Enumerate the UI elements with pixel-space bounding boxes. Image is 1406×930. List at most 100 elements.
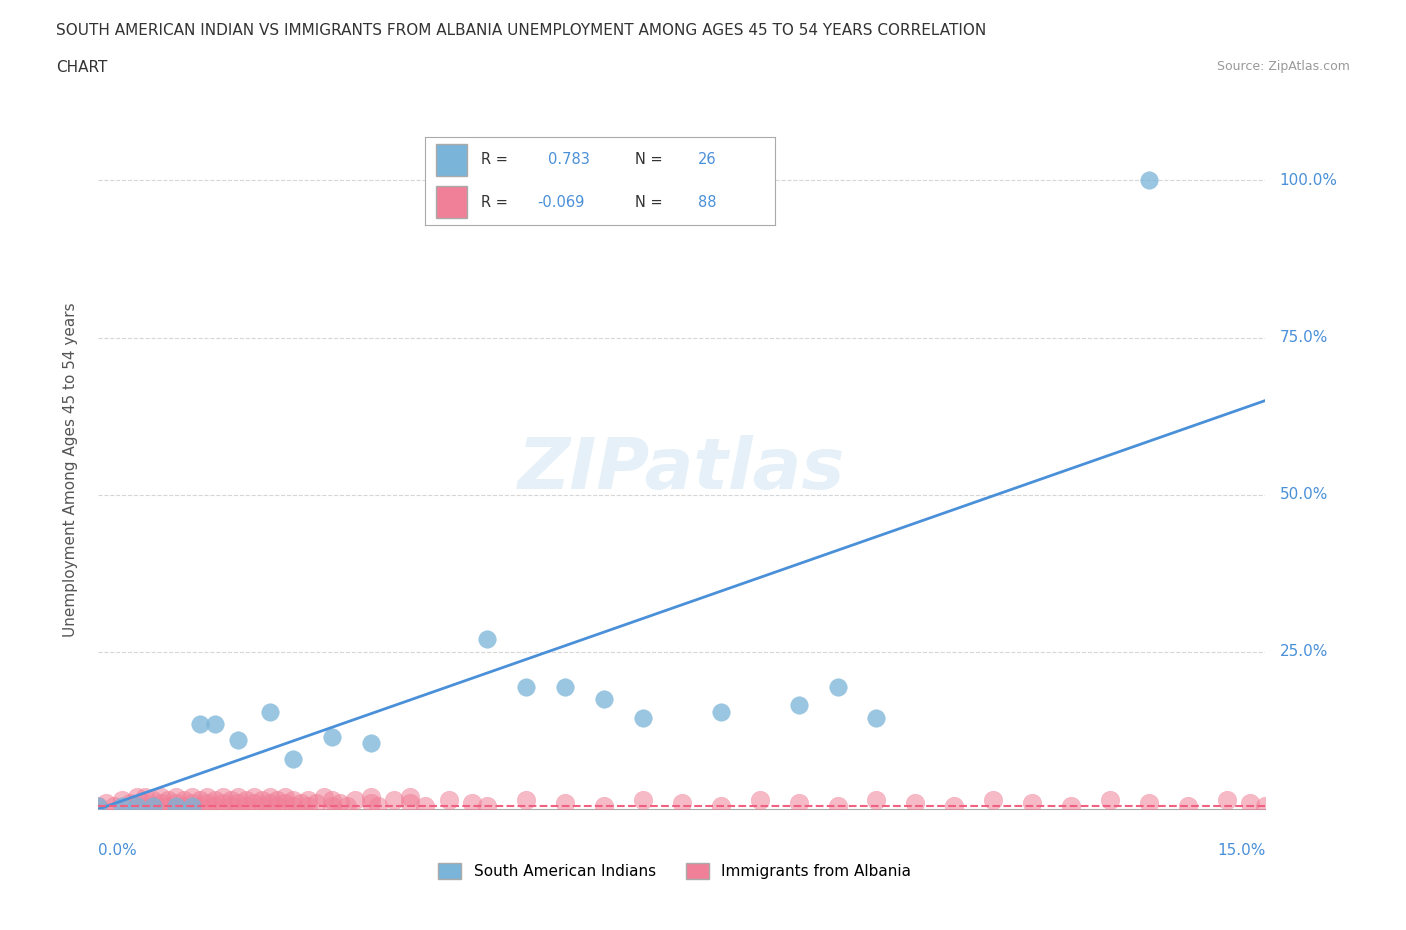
Point xyxy=(671,795,693,810)
Point xyxy=(329,795,352,810)
Point xyxy=(297,799,319,814)
Point xyxy=(180,799,202,814)
Point xyxy=(1177,799,1199,814)
Point xyxy=(195,789,218,804)
Point xyxy=(593,799,616,814)
Point xyxy=(477,799,499,814)
Point xyxy=(235,792,257,807)
Point xyxy=(195,795,218,810)
Point xyxy=(1021,795,1043,810)
Text: Source: ZipAtlas.com: Source: ZipAtlas.com xyxy=(1216,60,1350,73)
Point xyxy=(103,799,125,814)
Point xyxy=(212,795,235,810)
Point xyxy=(281,751,304,766)
Point xyxy=(219,799,242,814)
Point xyxy=(461,795,484,810)
Point xyxy=(127,799,149,814)
Point xyxy=(243,795,266,810)
Point xyxy=(360,736,382,751)
Point xyxy=(554,679,576,694)
Point xyxy=(360,789,382,804)
Point xyxy=(149,789,172,804)
Point xyxy=(1137,173,1160,188)
Point xyxy=(157,792,180,807)
Point xyxy=(259,795,281,810)
Point xyxy=(1254,799,1277,814)
Point xyxy=(250,792,273,807)
Point xyxy=(149,795,172,810)
Point xyxy=(281,792,304,807)
Point xyxy=(180,789,202,804)
Point xyxy=(228,789,250,804)
Point xyxy=(865,792,887,807)
Y-axis label: Unemployment Among Ages 45 to 54 years: Unemployment Among Ages 45 to 54 years xyxy=(63,302,77,637)
Text: ZIPatlas: ZIPatlas xyxy=(519,435,845,504)
Point xyxy=(515,792,537,807)
Text: 15.0%: 15.0% xyxy=(1218,844,1265,858)
Point xyxy=(515,679,537,694)
Point xyxy=(865,711,887,725)
Point xyxy=(710,799,733,814)
Legend: South American Indians, Immigrants from Albania: South American Indians, Immigrants from … xyxy=(432,857,918,885)
Point xyxy=(367,799,389,814)
Point xyxy=(188,717,211,732)
Point xyxy=(127,799,149,814)
Point xyxy=(259,704,281,719)
Point xyxy=(228,733,250,748)
Point xyxy=(631,711,654,725)
Point xyxy=(204,792,226,807)
Point xyxy=(593,692,616,707)
Point xyxy=(398,795,420,810)
Point xyxy=(142,799,165,814)
Point xyxy=(360,795,382,810)
Text: CHART: CHART xyxy=(56,60,108,75)
Point xyxy=(157,799,180,814)
Point xyxy=(382,792,405,807)
Point xyxy=(266,799,288,814)
Point xyxy=(243,789,266,804)
Point xyxy=(204,717,226,732)
Point xyxy=(297,792,319,807)
Point xyxy=(142,799,165,814)
Point xyxy=(188,799,211,814)
Point xyxy=(87,799,110,814)
Point xyxy=(437,792,460,807)
Point xyxy=(477,632,499,647)
Point xyxy=(787,795,810,810)
Point xyxy=(981,792,1004,807)
Point xyxy=(1215,792,1237,807)
Point xyxy=(1098,792,1121,807)
Point xyxy=(212,789,235,804)
Point xyxy=(219,792,242,807)
Point xyxy=(1239,795,1261,810)
Point xyxy=(134,789,156,804)
Point xyxy=(398,789,420,804)
Text: 25.0%: 25.0% xyxy=(1279,644,1327,659)
Text: 50.0%: 50.0% xyxy=(1279,487,1327,502)
Point xyxy=(281,799,304,814)
Point xyxy=(142,792,165,807)
Point xyxy=(87,799,110,814)
Point xyxy=(554,795,576,810)
Point xyxy=(188,792,211,807)
Point xyxy=(266,792,288,807)
Text: SOUTH AMERICAN INDIAN VS IMMIGRANTS FROM ALBANIA UNEMPLOYMENT AMONG AGES 45 TO 5: SOUTH AMERICAN INDIAN VS IMMIGRANTS FROM… xyxy=(56,23,987,38)
Point xyxy=(904,795,927,810)
Point xyxy=(235,799,257,814)
Point xyxy=(344,792,367,807)
Point xyxy=(413,799,436,814)
Point xyxy=(173,792,195,807)
Point xyxy=(250,799,273,814)
Point xyxy=(173,799,195,814)
Point xyxy=(631,792,654,807)
Point xyxy=(134,795,156,810)
Point xyxy=(827,799,849,814)
Point xyxy=(96,795,118,810)
Point xyxy=(228,795,250,810)
Point xyxy=(305,795,328,810)
Point xyxy=(111,792,134,807)
Text: 75.0%: 75.0% xyxy=(1279,330,1327,345)
Point xyxy=(321,792,343,807)
Point xyxy=(274,795,297,810)
Point xyxy=(290,795,312,810)
